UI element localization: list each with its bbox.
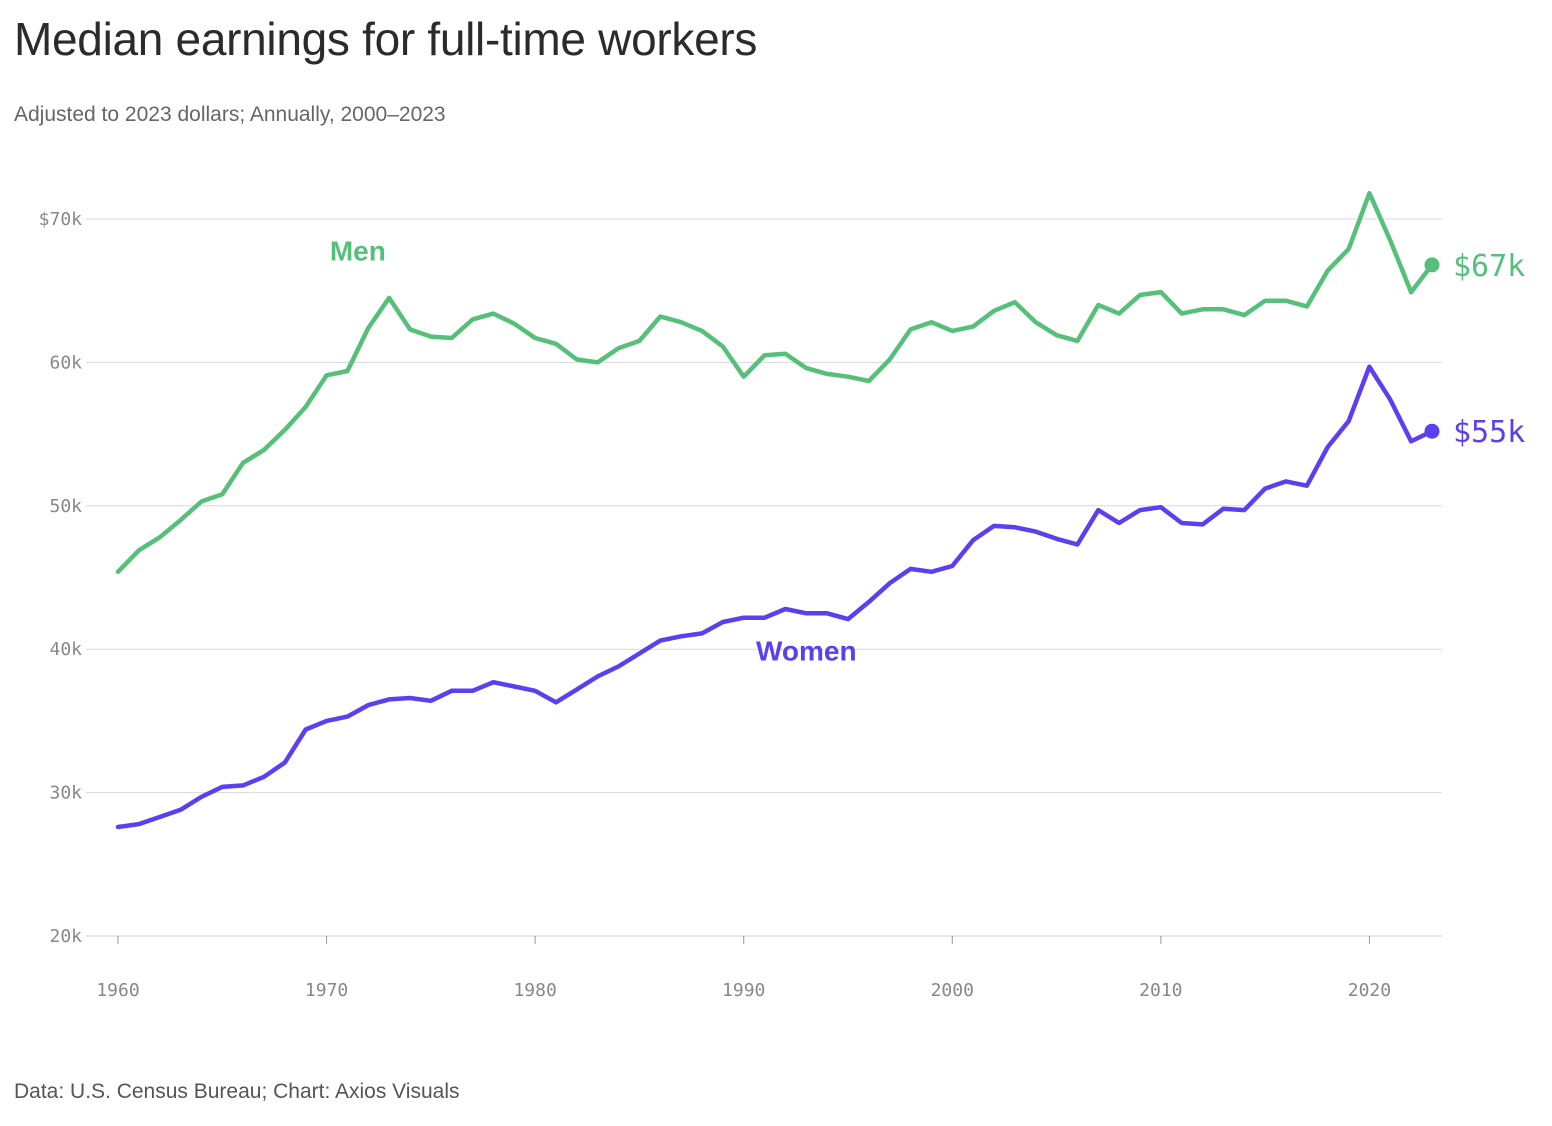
chart-source: Data: U.S. Census Bureau; Chart: Axios V… bbox=[14, 1080, 460, 1103]
x-tick-label: 2000 bbox=[931, 980, 974, 1001]
x-tick-label: 1980 bbox=[513, 980, 556, 1001]
y-tick-label: 20k bbox=[49, 926, 82, 947]
y-tick-label: 40k bbox=[49, 639, 82, 660]
series-end-label-men: $67k bbox=[1453, 249, 1525, 284]
x-tick-label: 1970 bbox=[305, 980, 348, 1001]
y-tick-label: 60k bbox=[49, 352, 82, 373]
series-end-point-women bbox=[1424, 423, 1440, 439]
x-tick-label: 2020 bbox=[1348, 980, 1391, 1001]
y-tick-label: 50k bbox=[49, 496, 82, 517]
y-tick-label: $70k bbox=[39, 209, 83, 230]
x-tick-label: 2010 bbox=[1139, 980, 1182, 1001]
series-labels: $67k $55k Men Women bbox=[330, 236, 1525, 667]
x-tick-label: 1990 bbox=[722, 980, 765, 1001]
axes: $70k 60k 50k 40k 30k 20k 1960 1970 1980 1990 2000 2… bbox=[39, 209, 1391, 1001]
series-end-label-women: $55k bbox=[1453, 415, 1525, 450]
series-line-women bbox=[115, 364, 1414, 830]
x-tick-label: 1960 bbox=[96, 980, 139, 1001]
gridlines bbox=[86, 218, 1442, 937]
series-lines bbox=[115, 190, 1440, 830]
y-tick-label: 30k bbox=[49, 783, 82, 804]
series-line-men bbox=[115, 190, 1414, 575]
series-name-label-women: Women bbox=[756, 636, 857, 667]
chart-subtitle: Adjusted to 2023 dollars; Annually, 2000… bbox=[14, 103, 446, 126]
series-name-label-men: Men bbox=[330, 236, 386, 267]
series-end-point-men bbox=[1424, 257, 1440, 273]
chart-title: Median earnings for full-time workers bbox=[14, 13, 758, 65]
